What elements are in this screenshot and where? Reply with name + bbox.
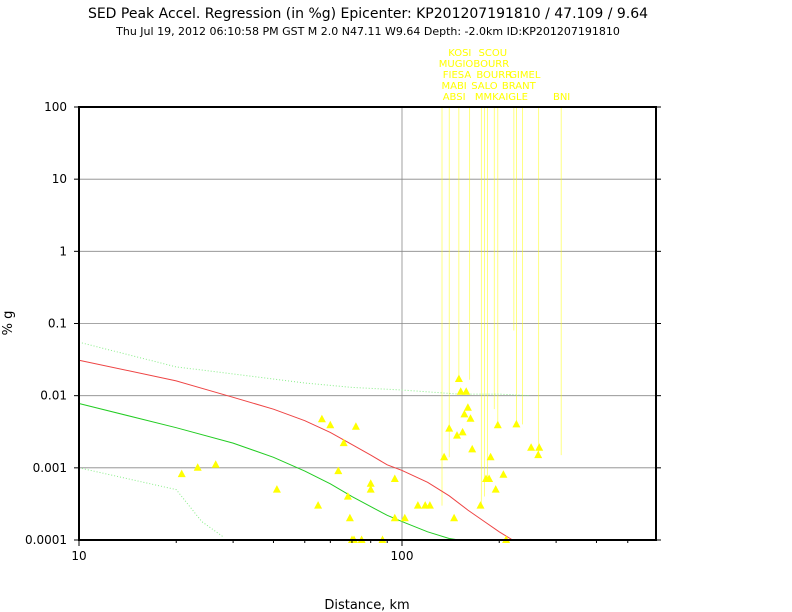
y-tick-label: 0.1	[48, 317, 67, 331]
data-point	[400, 513, 409, 522]
data-point	[339, 438, 348, 447]
data-point	[499, 470, 508, 478]
station-label: BNI	[553, 92, 570, 103]
station-label: GIMEL	[509, 70, 541, 81]
data-point	[390, 513, 399, 522]
plus-sigma-curve	[78, 341, 531, 397]
data-point	[486, 452, 495, 461]
data-point	[493, 420, 502, 429]
station-label: MMK	[475, 92, 499, 103]
data-point	[177, 469, 186, 478]
y-axis-ticks: 0.0001 0.001 0.01 0.1 1 10 100	[25, 100, 661, 547]
y-tick-label: 10	[52, 172, 67, 186]
station-label: KOSI	[448, 48, 471, 59]
regression-curves	[78, 341, 531, 541]
y-tick-label: 0.001	[33, 461, 67, 475]
regression-curve	[78, 359, 513, 541]
station-label: FIESA	[443, 70, 472, 81]
station-label: BOURR	[473, 59, 509, 70]
data-point	[314, 501, 323, 509]
lower-dotted-curve	[78, 467, 224, 538]
data-point	[527, 443, 536, 451]
data-point	[366, 485, 375, 493]
data-point	[334, 466, 343, 475]
data-point	[326, 420, 335, 429]
data-point	[485, 474, 494, 482]
data-point	[476, 501, 485, 509]
x-tick-label: 10	[71, 549, 86, 563]
observations	[177, 374, 544, 543]
y-tick-label: 0.0001	[25, 533, 67, 547]
x-axis-label: Distance, km	[324, 598, 409, 612]
data-point	[390, 474, 399, 482]
station-label: ABSI	[443, 92, 466, 103]
data-point	[535, 443, 544, 451]
data-point	[491, 485, 500, 493]
x-tick-label: 100	[391, 549, 414, 563]
data-point	[317, 414, 326, 423]
data-point	[463, 403, 472, 411]
data-point	[454, 374, 463, 382]
data-point	[193, 463, 202, 471]
data-point	[453, 431, 461, 439]
data-point	[466, 414, 475, 422]
data-point	[512, 419, 521, 428]
data-point	[445, 424, 454, 432]
data-point	[343, 492, 352, 500]
data-point	[460, 409, 469, 418]
station-label: BOURR	[476, 70, 512, 81]
data-point	[351, 422, 360, 430]
grid	[79, 107, 656, 540]
data-point	[456, 387, 465, 395]
station-label: SCOU	[479, 48, 508, 59]
data-point	[458, 427, 467, 436]
minus-sigma-curve	[78, 403, 459, 541]
station-lines	[441, 107, 562, 506]
y-tick-label: 1	[59, 244, 67, 258]
chart-title: SED Peak Accel. Regression (in %g) Epice…	[88, 6, 648, 22]
data-point	[272, 485, 281, 493]
data-point	[462, 387, 471, 395]
data-point	[345, 513, 354, 522]
data-point	[450, 513, 459, 522]
station-label: SALO	[471, 81, 498, 92]
x-axis-ticks: 10 100	[71, 540, 629, 563]
chart-subtitle: Thu Jul 19, 2012 06:10:58 PM GST M 2.0 N…	[115, 25, 620, 38]
station-label: AIGLE	[499, 92, 528, 103]
y-axis-label: % g	[1, 311, 16, 336]
station-label: MABI	[441, 81, 466, 92]
data-point	[534, 450, 543, 459]
data-point	[468, 444, 477, 453]
y-tick-label: 0.01	[40, 389, 67, 403]
y-tick-label: 100	[44, 100, 67, 114]
station-label: MUGIO	[439, 59, 474, 70]
data-point	[211, 460, 220, 468]
data-point	[425, 501, 434, 509]
data-point	[413, 501, 422, 509]
data-point	[440, 452, 449, 461]
station-label: BRANT	[502, 81, 537, 92]
data-point	[366, 479, 375, 487]
